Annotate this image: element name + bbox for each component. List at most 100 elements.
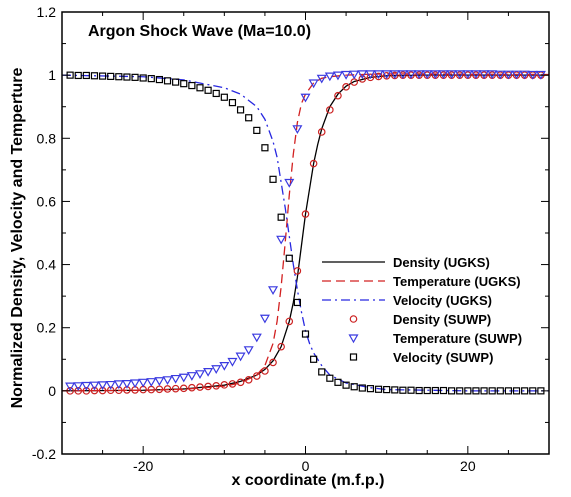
data-point (415, 386, 423, 395)
x-tick-label: 0 (302, 458, 310, 474)
data-point (259, 314, 270, 324)
data-point (512, 387, 521, 395)
data-point (245, 114, 253, 122)
data-point (74, 71, 82, 80)
data-point (423, 386, 431, 395)
data-point (235, 352, 246, 362)
series-line (62, 73, 549, 392)
data-point (285, 317, 294, 326)
data-point (252, 372, 261, 380)
data-point (300, 93, 311, 103)
legend-label: Density (SUWP) (393, 312, 491, 327)
data-point (228, 380, 237, 388)
data-point (236, 106, 245, 114)
y-tick-label: 0.4 (37, 257, 57, 273)
data-point (277, 342, 285, 351)
data-point (115, 73, 123, 81)
legend-label: Density (UGKS) (393, 255, 490, 270)
x-axis-title: x coordinate (m.f.p.) (232, 472, 385, 489)
data-point (82, 387, 91, 395)
data-point (163, 385, 172, 393)
legend-label: Velocity (UGKS) (393, 293, 492, 308)
data-point (227, 357, 238, 367)
data-point (374, 72, 383, 81)
data-point (107, 72, 115, 81)
data-point (529, 387, 537, 395)
data-point (448, 387, 456, 395)
data-point (487, 70, 498, 80)
data-point (431, 386, 439, 395)
data-point (131, 73, 139, 81)
data-point (81, 381, 92, 391)
data-point (374, 385, 383, 393)
data-point (285, 254, 293, 262)
data-point (269, 358, 277, 367)
data-point (293, 298, 301, 307)
y-tick-label: 0.6 (37, 193, 57, 209)
y-tick-label: 1 (48, 67, 56, 83)
data-point (74, 387, 83, 395)
legend-label: Temperature (UGKS) (393, 274, 521, 289)
data-point (147, 75, 155, 83)
data-point (211, 365, 222, 374)
data-point (488, 387, 496, 395)
marks-layer (62, 70, 549, 395)
data-point (495, 70, 506, 80)
data-point (73, 382, 84, 392)
data-point (204, 86, 212, 94)
data-point (373, 70, 384, 80)
data-point (389, 70, 400, 80)
data-point (292, 125, 303, 135)
data-point (203, 367, 214, 377)
data-point (397, 70, 408, 80)
data-point (318, 368, 326, 376)
y-tick-label: 0.8 (37, 130, 57, 146)
data-point (196, 383, 204, 391)
data-point (479, 70, 490, 80)
data-point (430, 70, 441, 80)
x-tick-label: -20 (133, 458, 153, 474)
data-point (496, 387, 504, 395)
data-point (253, 126, 261, 134)
data-point (332, 71, 344, 81)
legend: Density (UGKS) Temperature (UGKS) Velocity… (322, 255, 522, 365)
data-point (220, 93, 228, 101)
y-tick-label: 1.2 (37, 4, 57, 20)
data-point (324, 72, 335, 82)
data-point (342, 83, 350, 91)
data-point (163, 77, 172, 85)
data-point (310, 355, 318, 363)
data-point (366, 385, 375, 393)
data-point (316, 74, 327, 84)
legend-label: Temperature (SUWP) (393, 331, 522, 346)
data-point (391, 386, 399, 394)
data-point (171, 384, 180, 393)
data-point (277, 213, 285, 221)
data-point (472, 387, 480, 395)
data-point (236, 378, 245, 387)
data-point (308, 79, 319, 89)
data-point (365, 70, 376, 80)
data-point (155, 75, 163, 84)
data-point (162, 376, 173, 386)
data-point (438, 70, 449, 80)
data-point (439, 386, 448, 395)
data-point (196, 84, 204, 92)
data-point (470, 70, 481, 80)
data-point (244, 376, 253, 384)
y-tick-label: 0.2 (37, 320, 57, 336)
data-point (212, 89, 220, 98)
data-point (334, 91, 342, 100)
data-point (113, 380, 124, 390)
data-point (139, 74, 147, 82)
data-point (350, 383, 358, 391)
data-point (82, 71, 90, 80)
data-point (503, 70, 514, 80)
data-point (188, 81, 196, 90)
data-point (405, 70, 417, 80)
data-point (186, 372, 197, 381)
data-point (267, 286, 279, 296)
data-point (276, 235, 287, 245)
